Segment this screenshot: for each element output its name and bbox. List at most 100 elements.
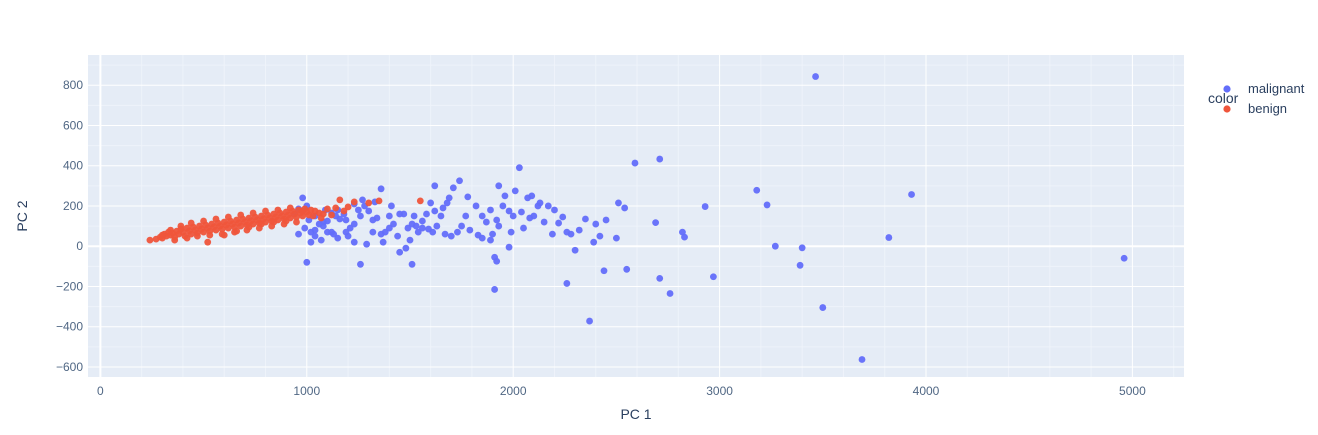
data-point-malignant[interactable] xyxy=(798,244,806,252)
data-point-benign[interactable] xyxy=(158,231,166,239)
data-point-malignant[interactable] xyxy=(449,184,457,192)
data-point-malignant[interactable] xyxy=(612,234,620,242)
data-point-benign[interactable] xyxy=(274,206,282,214)
data-point-malignant[interactable] xyxy=(489,230,496,238)
data-point-malignant[interactable] xyxy=(385,212,393,220)
data-point-malignant[interactable] xyxy=(656,155,664,163)
data-point-malignant[interactable] xyxy=(621,204,629,212)
data-point-malignant[interactable] xyxy=(885,234,893,241)
data-point-malignant[interactable] xyxy=(418,217,426,225)
data-point-malignant[interactable] xyxy=(563,228,571,236)
data-point-malignant[interactable] xyxy=(656,274,664,282)
data-point-malignant[interactable] xyxy=(582,215,589,223)
data-point-benign[interactable] xyxy=(206,231,214,239)
data-point-malignant[interactable] xyxy=(354,206,362,214)
data-point-malignant[interactable] xyxy=(408,260,416,268)
data-point-malignant[interactable] xyxy=(342,216,350,224)
data-point-malignant[interactable] xyxy=(441,230,449,238)
data-point-malignant[interactable] xyxy=(623,265,631,273)
data-point-benign[interactable] xyxy=(270,218,278,226)
data-point-malignant[interactable] xyxy=(303,258,311,266)
data-point-malignant[interactable] xyxy=(377,230,385,238)
data-point-malignant[interactable] xyxy=(551,206,558,214)
data-point-malignant[interactable] xyxy=(544,202,552,210)
data-point-malignant[interactable] xyxy=(396,248,404,256)
data-point-malignant[interactable] xyxy=(418,224,426,232)
data-point-malignant[interactable] xyxy=(771,242,779,250)
data-point-malignant[interactable] xyxy=(549,230,556,238)
data-point-malignant[interactable] xyxy=(307,238,315,246)
data-point-malignant[interactable] xyxy=(526,214,534,222)
data-point-malignant[interactable] xyxy=(796,261,804,269)
data-point-malignant[interactable] xyxy=(534,202,542,210)
data-point-malignant[interactable] xyxy=(602,216,610,224)
data-point-malignant[interactable] xyxy=(505,207,513,215)
data-point-benign[interactable] xyxy=(193,232,201,240)
data-point-malignant[interactable] xyxy=(615,199,622,207)
data-point-benign[interactable] xyxy=(262,207,269,215)
data-point-benign[interactable] xyxy=(224,213,232,221)
data-point-malignant[interactable] xyxy=(431,182,439,190)
legend-item-benign[interactable]: benign xyxy=(1223,101,1287,116)
data-point-malignant[interactable] xyxy=(495,182,503,190)
data-point-malignant[interactable] xyxy=(431,207,439,215)
data-point-malignant[interactable] xyxy=(433,222,441,230)
data-point-benign[interactable] xyxy=(375,197,383,205)
data-point-malignant[interactable] xyxy=(858,356,866,363)
data-point-malignant[interactable] xyxy=(334,234,342,242)
data-point-malignant[interactable] xyxy=(410,212,418,220)
data-point-benign[interactable] xyxy=(299,207,307,215)
data-point-malignant[interactable] xyxy=(388,202,395,210)
data-point-malignant[interactable] xyxy=(301,224,309,232)
data-point-benign[interactable] xyxy=(204,238,212,246)
data-point-malignant[interactable] xyxy=(396,210,404,218)
data-point-benign[interactable] xyxy=(249,209,257,217)
data-point-malignant[interactable] xyxy=(563,280,571,287)
data-point-malignant[interactable] xyxy=(359,196,366,204)
data-point-malignant[interactable] xyxy=(819,304,827,311)
data-point-benign[interactable] xyxy=(286,204,294,212)
data-point-malignant[interactable] xyxy=(507,228,515,236)
data-point-benign[interactable] xyxy=(183,234,191,242)
data-point-malignant[interactable] xyxy=(908,191,915,198)
data-point-benign[interactable] xyxy=(237,211,245,219)
data-point-benign[interactable] xyxy=(293,218,300,226)
data-point-malignant[interactable] xyxy=(559,213,567,221)
data-point-malignant[interactable] xyxy=(454,228,461,236)
data-point-malignant[interactable] xyxy=(590,238,598,246)
data-point-malignant[interactable] xyxy=(586,317,593,325)
data-point-malignant[interactable] xyxy=(596,232,604,240)
data-point-benign[interactable] xyxy=(171,236,179,244)
data-point-malignant[interactable] xyxy=(427,199,435,207)
data-point-malignant[interactable] xyxy=(681,233,688,241)
data-point-malignant[interactable] xyxy=(555,219,562,227)
data-point-malignant[interactable] xyxy=(299,194,307,202)
data-point-malignant[interactable] xyxy=(710,273,717,281)
data-point-malignant[interactable] xyxy=(344,232,352,240)
data-point-malignant[interactable] xyxy=(443,199,451,207)
data-point-benign[interactable] xyxy=(324,205,331,213)
data-point-malignant[interactable] xyxy=(487,236,494,244)
data-point-malignant[interactable] xyxy=(520,224,527,232)
data-point-benign[interactable] xyxy=(220,231,228,239)
data-point-malignant[interactable] xyxy=(509,212,517,220)
data-point-malignant[interactable] xyxy=(812,73,819,80)
data-point-malignant[interactable] xyxy=(369,228,377,236)
data-point-malignant[interactable] xyxy=(402,244,410,252)
data-point-benign[interactable] xyxy=(200,217,207,225)
data-point-malignant[interactable] xyxy=(423,210,430,218)
data-point-malignant[interactable] xyxy=(464,193,472,201)
data-point-malignant[interactable] xyxy=(575,226,583,234)
data-point-malignant[interactable] xyxy=(631,159,639,167)
data-point-benign[interactable] xyxy=(336,196,344,204)
data-point-benign[interactable] xyxy=(309,212,317,220)
data-point-malignant[interactable] xyxy=(753,186,761,194)
data-point-malignant[interactable] xyxy=(394,232,402,240)
data-point-malignant[interactable] xyxy=(592,220,600,228)
data-point-benign[interactable] xyxy=(332,204,340,212)
data-point-malignant[interactable] xyxy=(472,202,480,210)
data-point-malignant[interactable] xyxy=(505,243,513,251)
data-point-malignant[interactable] xyxy=(357,260,364,268)
data-point-malignant[interactable] xyxy=(456,177,463,185)
data-point-malignant[interactable] xyxy=(377,185,385,193)
